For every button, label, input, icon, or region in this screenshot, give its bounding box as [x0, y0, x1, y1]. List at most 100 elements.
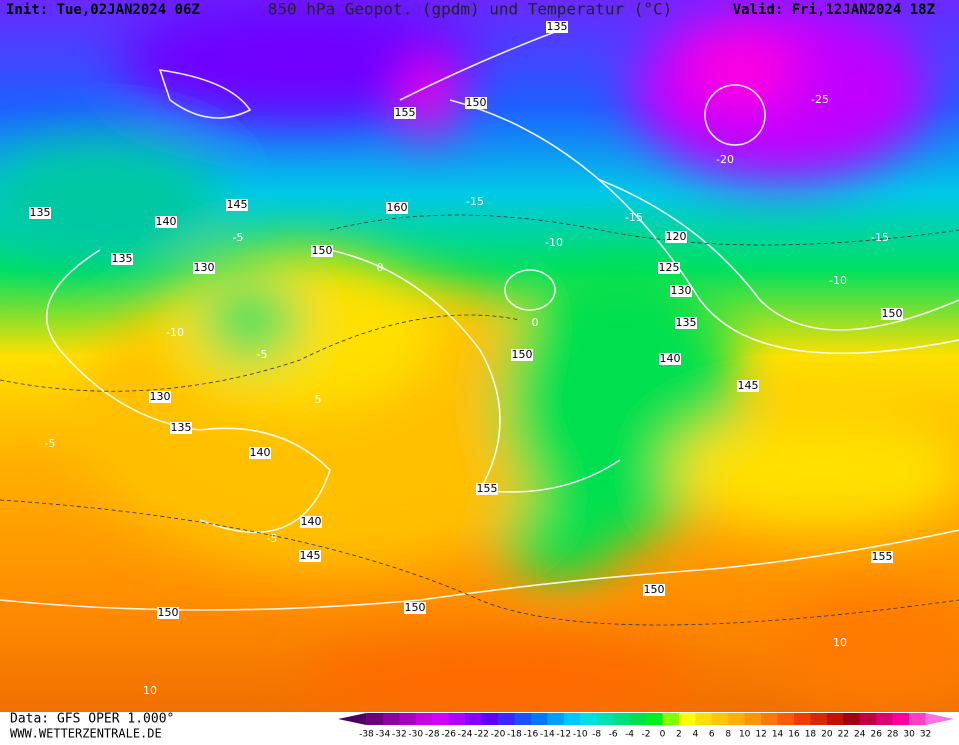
colorbar-label: 30 [903, 730, 915, 740]
colorbar-label: 10 [739, 730, 751, 740]
colorbar-label: -38 [359, 730, 374, 740]
colorbar-swatch [695, 713, 713, 725]
temperature-label: 0 [377, 261, 384, 274]
colorbar-swatch [909, 713, 927, 725]
geopotential-label: 150 [644, 583, 665, 596]
colorbar-swatch [662, 713, 680, 725]
colorbar-label: 32 [920, 730, 931, 740]
geopotential-label: 145 [227, 198, 248, 211]
geopotential-label: 135 [676, 316, 697, 329]
temperature-label: -5 [45, 437, 56, 450]
colorbar-swatch [826, 713, 844, 725]
colorbar-label: 22 [838, 730, 849, 740]
colorbar-swatch [465, 713, 483, 725]
label-box [155, 216, 177, 228]
colorbar-arrow [925, 713, 954, 725]
colorbar-swatch [563, 713, 581, 725]
colorbar-swatch [794, 713, 811, 725]
geopotential-label: 150 [158, 606, 179, 619]
geopotential-label: 150 [312, 244, 333, 257]
label-box [881, 308, 903, 320]
colorbar-label: 20 [821, 730, 833, 740]
temperature-label: 10 [143, 684, 157, 697]
label-box [394, 107, 416, 119]
colorbar-label: -8 [592, 730, 601, 740]
geopotential-label: 155 [395, 106, 416, 119]
label-box [29, 207, 51, 219]
colorbar-swatch [810, 713, 828, 725]
colorbar-label: 24 [854, 730, 866, 740]
label-box [386, 202, 408, 214]
label-box [670, 285, 692, 297]
temperature-label: 5 [315, 393, 322, 406]
colorbar-swatch [843, 713, 861, 725]
colorbar-label: -24 [458, 730, 473, 740]
website: WWW.WETTERZENTRALE.DE [10, 727, 162, 741]
geopotential-label: 125 [659, 261, 680, 274]
colorbar-swatch [432, 713, 450, 725]
colorbar-swatch [613, 713, 631, 725]
label-box [299, 550, 321, 562]
colorbar-label: -22 [474, 730, 489, 740]
geopotential-label: 150 [466, 96, 487, 109]
temperature-label: -5 [267, 532, 278, 545]
colorbar-label: 26 [870, 730, 882, 740]
colorbar-label: 4 [692, 730, 698, 740]
geopotential-label: 155 [477, 482, 498, 495]
colorbar-label: 18 [805, 730, 817, 740]
label-box [675, 317, 697, 329]
geopotential-label: 150 [512, 348, 533, 361]
colorbar-swatch [481, 713, 499, 725]
colorbar-swatch [777, 713, 795, 725]
geopotential-label: 130 [671, 284, 692, 297]
temperature-label: -5 [257, 348, 268, 361]
label-box [511, 349, 533, 361]
geopotential-label: 135 [30, 206, 51, 219]
geopotential-label: 160 [387, 201, 408, 214]
colorbar-swatch [761, 713, 779, 725]
colorbar-swatch [744, 713, 762, 725]
colorbar-swatch [876, 713, 894, 725]
label-box [300, 516, 322, 528]
temperature-label: -10 [829, 274, 847, 287]
colorbar-label: -32 [392, 730, 407, 740]
colorbar-label: 14 [772, 730, 784, 740]
geopotential-label: 145 [738, 379, 759, 392]
label-box [658, 262, 680, 274]
colorbar-label: -26 [441, 730, 456, 740]
colorbar-swatch [596, 713, 614, 725]
label-box [111, 253, 133, 265]
colorbar-label: 28 [887, 730, 899, 740]
temperature-label: -15 [871, 231, 889, 244]
colorbar-swatch [448, 713, 466, 725]
geopotential-label: 120 [666, 230, 687, 243]
colorbar-label: 6 [709, 730, 715, 740]
label-box [665, 231, 687, 243]
colorbar-swatch [498, 713, 515, 725]
colorbar-label: -34 [376, 730, 391, 740]
geopotential-label: 130 [150, 390, 171, 403]
init-time: Init: Tue,02JAN2024 06Z [6, 2, 200, 18]
label-box [170, 422, 192, 434]
colorbar-label: -18 [507, 730, 522, 740]
colorbar-label: -28 [425, 730, 440, 740]
temperature-label: -5 [233, 231, 244, 244]
colorbar-swatch [892, 713, 910, 725]
label-box [465, 97, 487, 109]
data-source: Data: GFS OPER 1.000° [10, 712, 174, 727]
temperature-label: -15 [625, 211, 643, 224]
colorbar-label: 2 [676, 730, 682, 740]
label-box [226, 199, 248, 211]
geopotential-label: 140 [301, 515, 322, 528]
colorbar-swatch [415, 713, 433, 725]
temperature-label: -20 [716, 153, 734, 166]
temperature-field [0, 0, 959, 720]
colorbar-label: -16 [524, 730, 539, 740]
colorbar-label: -4 [625, 730, 634, 740]
colorbar-label: -14 [540, 730, 555, 740]
colorbar-swatch [711, 713, 729, 725]
label-box [643, 584, 665, 596]
label-box [149, 391, 171, 403]
